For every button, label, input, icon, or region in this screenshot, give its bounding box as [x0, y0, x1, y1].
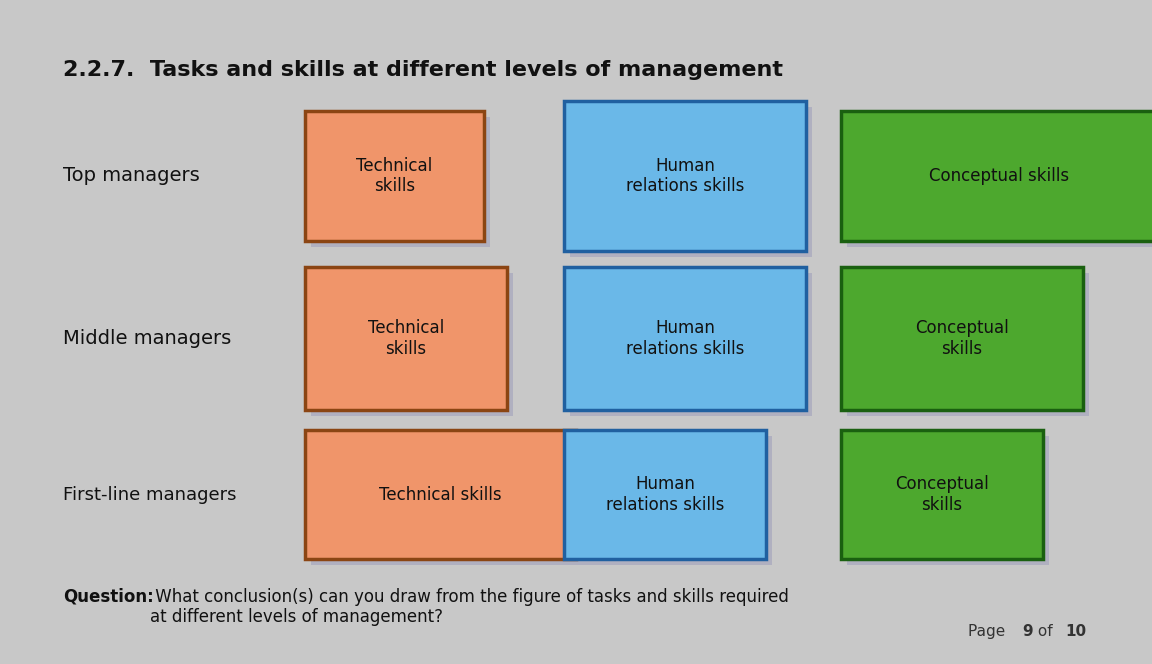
Bar	[564, 267, 806, 410]
Text: Middle managers: Middle managers	[63, 329, 232, 348]
Bar	[311, 436, 582, 566]
Text: 9: 9	[1022, 623, 1032, 639]
Text: of: of	[1033, 623, 1058, 639]
Bar	[570, 274, 812, 416]
Text: Question:: Question:	[63, 588, 154, 606]
Text: Technical
skills: Technical skills	[356, 157, 433, 195]
Text: Page: Page	[968, 623, 1010, 639]
Text: 2.2.7.  Tasks and skills at different levels of management: 2.2.7. Tasks and skills at different lev…	[63, 60, 783, 80]
Bar	[311, 118, 490, 247]
Text: Human
relations skills: Human relations skills	[606, 475, 725, 514]
Text: Top managers: Top managers	[63, 167, 200, 185]
Text: Conceptual skills: Conceptual skills	[930, 167, 1069, 185]
Text: 10: 10	[1066, 623, 1086, 639]
Bar	[305, 267, 507, 410]
Bar	[847, 118, 1152, 247]
Text: Technical
skills: Technical skills	[367, 319, 445, 358]
Bar	[841, 111, 1152, 241]
Bar	[305, 430, 576, 559]
Bar	[841, 267, 1083, 410]
Bar	[841, 430, 1043, 559]
Bar	[564, 430, 766, 559]
Bar	[311, 274, 513, 416]
Bar	[564, 101, 806, 251]
Bar	[570, 436, 772, 566]
Text: Conceptual
skills: Conceptual skills	[915, 319, 1009, 358]
Text: Technical skills: Technical skills	[379, 485, 502, 504]
Bar	[570, 108, 812, 257]
Text: Conceptual
skills: Conceptual skills	[895, 475, 988, 514]
Text: First-line managers: First-line managers	[63, 485, 237, 504]
Text: Human
relations skills: Human relations skills	[627, 157, 744, 195]
Bar	[847, 274, 1089, 416]
Text: Human
relations skills: Human relations skills	[627, 319, 744, 358]
Bar	[305, 111, 484, 241]
Text: What conclusion(s) can you draw from the figure of tasks and skills required
at : What conclusion(s) can you draw from the…	[150, 588, 789, 626]
Bar	[847, 436, 1048, 566]
